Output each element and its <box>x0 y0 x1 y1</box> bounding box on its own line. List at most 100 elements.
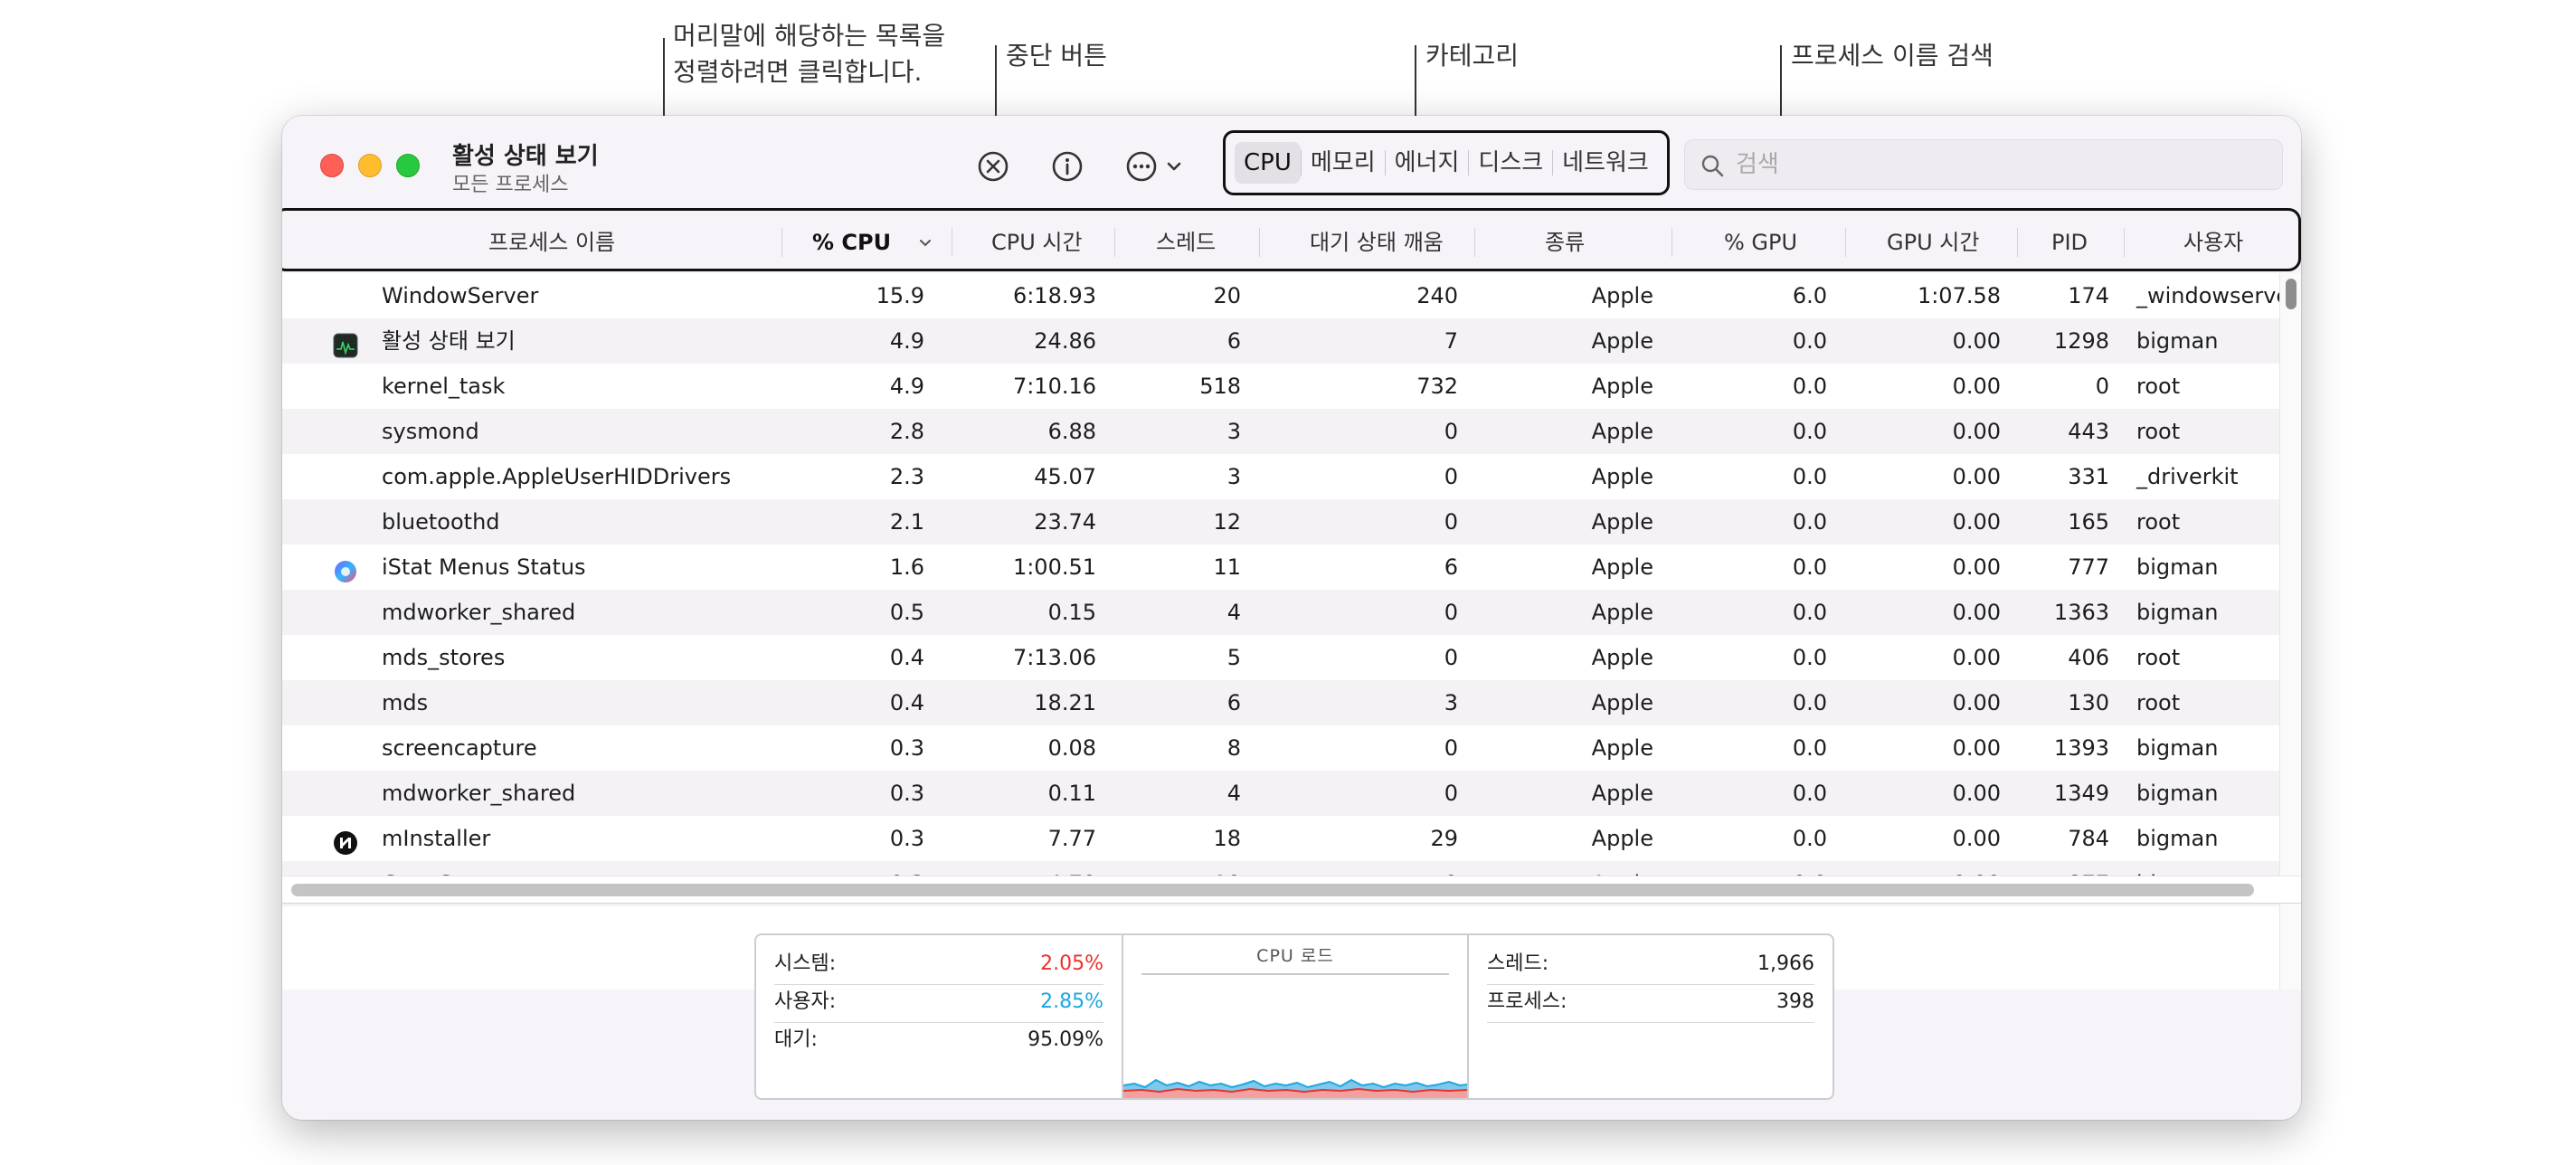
process-name-cell: sysmond <box>382 419 479 444</box>
column-header-cpu-time[interactable]: CPU 시간 <box>991 230 1083 255</box>
cpu-cell: 15.9 <box>876 283 924 308</box>
gpu-cell: 0.0 <box>1792 328 1827 354</box>
column-header-gpu[interactable]: % GPU <box>1724 230 1798 255</box>
tab-network[interactable]: 네트워크 <box>1562 149 1649 176</box>
pid-cell: 0 <box>2095 374 2109 399</box>
column-header-user[interactable]: 사용자 <box>2183 230 2244 255</box>
table-row[interactable]: sysmond 2.8 6.88 3 0 Apple 0.0 0.00 443 root <box>282 409 2279 454</box>
process-name-cell: com.apple.AppleUserHIDDrivers <box>382 464 732 489</box>
stop-process-icon[interactable] <box>977 150 1009 183</box>
cpu-time-cell: 45.07 <box>1034 464 1096 489</box>
wakeups-cell: 7 <box>1444 328 1458 354</box>
table-row[interactable]: mds 0.4 18.21 6 3 Apple 0.0 0.00 130 root <box>282 680 2279 725</box>
wakeups-cell: 0 <box>1444 645 1458 670</box>
user-cell: bigman <box>2136 600 2219 625</box>
search-input[interactable] <box>1736 140 2260 189</box>
wakeups-cell: 240 <box>1416 283 1458 308</box>
callout-search: 프로세스 이름 검색 <box>1791 41 1994 71</box>
process-name-cell: WindowServer <box>382 283 539 308</box>
cpu-usage-summary: 시스템: 2.05% 사용자: 2.85% 대기: 95.09% <box>756 935 1122 1098</box>
column-header-kind[interactable]: 종류 <box>1545 230 1586 255</box>
column-header-gpu-time[interactable]: GPU 시간 <box>1887 230 1980 255</box>
pid-cell: 174 <box>2068 283 2109 308</box>
kind-cell: Apple <box>1591 826 1653 851</box>
window-title: 활성 상태 보기 <box>452 143 599 170</box>
pid-cell: 784 <box>2068 826 2109 851</box>
cpu-time-cell: 1:00.51 <box>1012 554 1096 580</box>
table-row[interactable]: mdworker_shared 0.3 0.11 4 0 Apple 0.0 0.00 1349… <box>282 771 2279 816</box>
minimize-window-button[interactable] <box>358 154 382 177</box>
table-row[interactable]: WindowServer 15.9 6:18.93 20 240 Apple 6.0 1:07… <box>282 273 2279 318</box>
process-name-cell: mds_stores <box>382 645 506 670</box>
process-name-cell: mdworker_shared <box>382 781 576 806</box>
table-row[interactable]: mdworker_shared 0.5 0.15 4 0 Apple 0.0 0.00 1363… <box>282 590 2279 635</box>
gpu-time-cell: 0.00 <box>1952 328 2001 354</box>
kind-cell: Apple <box>1591 374 1653 399</box>
table-row[interactable]: 활성 상태 보기 4.9 24.86 6 7 Apple 0.0 0.00 1298 bigman <box>282 318 2279 364</box>
cpu-cell: 0.3 <box>889 735 924 761</box>
stats-divider <box>1467 935 1469 1098</box>
cpu-cell: 0.3 <box>889 781 924 806</box>
user-cell: bigman <box>2136 735 2219 761</box>
tab-memory[interactable]: 메모리 <box>1310 149 1376 176</box>
info-icon[interactable] <box>1051 150 1084 183</box>
system-value: 2.05% <box>1040 952 1103 975</box>
threads-value: 1,966 <box>1757 952 1814 975</box>
cpu-cell: 0.4 <box>889 690 924 715</box>
search-field[interactable] <box>1684 139 2283 190</box>
threads-cell: 6 <box>1226 328 1241 354</box>
table-row[interactable]: bluetoothd 2.1 23.74 12 0 Apple 0.0 0.00 165 root <box>282 499 2279 545</box>
activity-monitor-icon <box>333 328 358 358</box>
table-row[interactable]: mds_stores 0.4 7:13.06 5 0 Apple 0.0 0.00 406 roo… <box>282 635 2279 680</box>
close-window-button[interactable] <box>320 154 344 177</box>
table-row[interactable]: iStat Menus Status 1.6 1:00.51 11 6 Apple 0.0 0… <box>282 545 2279 590</box>
column-divider <box>1114 228 1115 257</box>
kind-cell: Apple <box>1591 735 1653 761</box>
vertical-scrollbar-thumb[interactable] <box>2286 279 2297 309</box>
horizontal-scrollbar-thumb[interactable] <box>291 884 2254 896</box>
gpu-cell: 0.0 <box>1792 645 1827 670</box>
stat-divider <box>1487 1022 1814 1023</box>
threads-cell: 3 <box>1226 464 1241 489</box>
zoom-window-button[interactable] <box>396 154 420 177</box>
gpu-cell: 0.0 <box>1792 735 1827 761</box>
column-header-threads[interactable]: 스레드 <box>1156 230 1217 255</box>
column-divider <box>2017 228 2018 257</box>
callout-category: 카테고리 <box>1425 41 1520 71</box>
tab-energy[interactable]: 에너지 <box>1394 149 1460 176</box>
user-cell: root <box>2136 509 2181 535</box>
user-value: 2.85% <box>1040 990 1103 1013</box>
tab-cpu[interactable]: CPU <box>1235 142 1301 184</box>
kind-cell: Apple <box>1591 283 1653 308</box>
process-name-cell: 활성 상태 보기 <box>382 328 516 354</box>
horizontal-scrollbar[interactable] <box>282 876 2301 903</box>
idle-stat: 대기: 95.09% <box>774 1022 1103 1058</box>
column-header-cpu[interactable]: % CPU <box>812 230 892 255</box>
wakeups-cell: 0 <box>1444 600 1458 625</box>
tab-separator <box>1300 150 1302 175</box>
threads-label: 스레드: <box>1487 952 1549 975</box>
window-subtitle[interactable]: 모든 프로세스 <box>452 174 569 196</box>
column-header-pid[interactable]: PID <box>2051 230 2088 255</box>
chevron-down-icon[interactable] <box>1163 156 1185 177</box>
vertical-scrollbar[interactable] <box>2279 273 2301 990</box>
column-header-process-name[interactable]: 프로세스 이름 <box>488 230 616 255</box>
cpu-cell: 4.9 <box>889 374 924 399</box>
wakeups-cell: 3 <box>1444 690 1458 715</box>
table-row[interactable]: mInstaller 0.3 7.77 18 29 Apple 0.0 0.00 784 bigm… <box>282 816 2279 861</box>
idle-label: 대기: <box>774 1028 818 1051</box>
cpu-cell: 1.6 <box>889 554 924 580</box>
callout-sort-line-2: 정렬하려면 클릭합니다. <box>673 57 923 87</box>
gpu-cell: 0.0 <box>1792 554 1827 580</box>
column-header-idle-wakeups[interactable]: 대기 상태 깨움 <box>1310 230 1444 255</box>
tab-disk[interactable]: 디스크 <box>1478 149 1544 176</box>
table-row[interactable]: kernel_task 4.9 7:10.16 518 732 Apple 0.0 0.00 0… <box>282 364 2279 409</box>
more-options-icon[interactable] <box>1125 150 1158 183</box>
sort-descending-icon[interactable] <box>917 235 933 251</box>
activity-monitor-window: 활성 상태 보기 모든 프로세스 CPU 메모리 에너지 디스크 네트워크 <box>282 116 2301 1120</box>
gpu-time-cell: 0.00 <box>1952 826 2001 851</box>
table-row[interactable]: screencapture 0.3 0.08 8 0 Apple 0.0 0.00 1393 bi… <box>282 725 2279 771</box>
user-label: 사용자: <box>774 990 837 1013</box>
table-row[interactable]: com.apple.AppleUserHIDDrivers 2.3 45.07 3 0 A… <box>282 454 2279 499</box>
gpu-cell: 0.0 <box>1792 690 1827 715</box>
